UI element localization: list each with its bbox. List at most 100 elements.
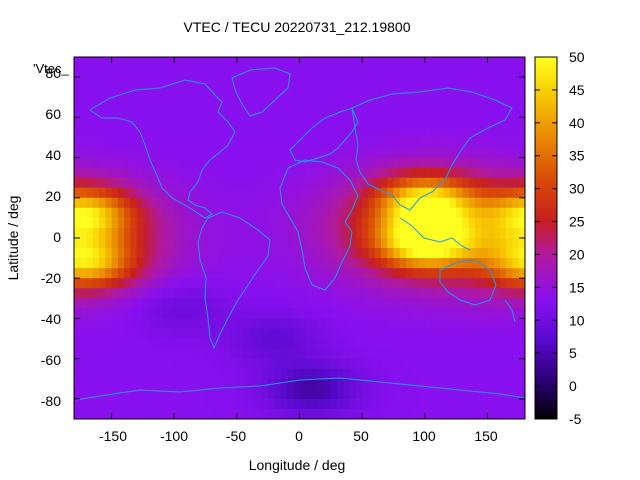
heatmap-cell — [362, 157, 369, 169]
heatmap-cell — [499, 248, 507, 259]
heatmap-cell — [80, 177, 88, 189]
heatmap-cell — [487, 238, 495, 249]
heatmap-cell — [324, 187, 332, 199]
heatmap-cell — [431, 167, 438, 179]
heatmap-cell — [431, 197, 438, 209]
heatmap-cell — [305, 67, 313, 78]
colorbar-tick-label: 30 — [569, 181, 585, 197]
heatmap-cell — [343, 328, 351, 340]
heatmap-cell — [205, 167, 213, 179]
heatmap-cell — [462, 398, 470, 410]
heatmap-cell — [261, 258, 269, 269]
heatmap-cell — [312, 177, 319, 189]
heatmap-cell — [180, 67, 188, 78]
heatmap-cell — [349, 338, 357, 350]
heatmap-cell — [512, 57, 520, 68]
heatmap-cell — [286, 368, 294, 380]
heatmap-cell — [443, 57, 451, 68]
heatmap-cell — [261, 348, 269, 360]
heatmap-cell — [180, 217, 188, 229]
heatmap-cell — [468, 258, 476, 269]
heatmap-cell — [205, 388, 213, 400]
heatmap-cell — [280, 97, 288, 108]
heatmap-cell — [286, 268, 294, 279]
heatmap-cell — [124, 97, 131, 108]
heatmap-cell — [136, 67, 144, 78]
heatmap-cell — [99, 227, 106, 239]
heatmap-cell — [124, 388, 131, 400]
heatmap-cell — [111, 107, 119, 118]
heatmap-cell — [337, 338, 344, 350]
heatmap-cell — [249, 167, 257, 179]
heatmap-cell — [180, 207, 188, 219]
heatmap-cell — [481, 107, 489, 118]
heatmap-cell — [387, 117, 395, 128]
heatmap-cell — [456, 328, 463, 340]
heatmap-cell — [299, 348, 307, 360]
heatmap-cell — [117, 238, 125, 249]
heatmap-cell — [443, 197, 451, 209]
heatmap-cell — [155, 137, 163, 149]
heatmap-cell — [299, 338, 307, 350]
heatmap-cell — [111, 298, 119, 309]
heatmap-cell — [405, 57, 413, 68]
heatmap-cell — [161, 238, 169, 249]
heatmap-cell — [493, 147, 501, 159]
heatmap-cell — [343, 197, 351, 209]
colorbar-tick-label: 5 — [569, 345, 577, 361]
heatmap-cell — [393, 87, 401, 98]
heatmap-cell — [74, 57, 81, 68]
heatmap-cell — [224, 167, 232, 179]
heatmap-cell — [499, 238, 507, 249]
heatmap-cell — [393, 217, 401, 229]
heatmap-cell — [437, 107, 445, 118]
heatmap-cell — [481, 127, 489, 139]
heatmap-cell — [124, 117, 131, 128]
heatmap-cell — [380, 388, 388, 400]
coast-south-america — [197, 211, 271, 350]
heatmap-cell — [449, 147, 457, 159]
heatmap-cell — [180, 238, 188, 249]
heatmap-cell — [499, 217, 507, 229]
heatmap-cell — [86, 268, 94, 279]
heatmap-cell — [117, 207, 125, 219]
heatmap-cell — [405, 137, 413, 149]
heatmap-cell — [199, 288, 207, 299]
heatmap-cell — [255, 348, 263, 360]
heatmap-cell — [243, 308, 250, 320]
heatmap-cell — [199, 338, 207, 350]
heatmap-cell — [518, 288, 525, 299]
heatmap-cell — [218, 157, 225, 169]
heatmap-cell — [431, 157, 438, 169]
heatmap-cell — [167, 107, 175, 118]
heatmap-cell — [99, 57, 106, 68]
heatmap-cell — [449, 408, 457, 419]
heatmap-cell — [456, 318, 463, 330]
heatmap-cell — [380, 408, 388, 419]
heatmap-cell — [193, 137, 200, 149]
heatmap-cell — [312, 368, 319, 380]
heatmap-cell — [324, 117, 332, 128]
heatmap-cell — [249, 107, 257, 118]
heatmap-cell — [86, 127, 94, 139]
heatmap-cell — [355, 258, 363, 269]
heatmap-cell — [193, 378, 200, 390]
heatmap-cell — [431, 308, 438, 320]
heatmap-cell — [274, 398, 282, 410]
heatmap-cell — [99, 258, 106, 269]
y-tick-label: 20 — [45, 188, 61, 204]
heatmap-cell — [124, 187, 131, 199]
heatmap-cell — [117, 147, 125, 159]
heatmap-cell — [293, 378, 301, 390]
heatmap-cell — [431, 358, 438, 370]
heatmap-cell — [186, 117, 194, 128]
heatmap-cell — [299, 97, 307, 108]
heatmap-cell — [199, 388, 207, 400]
heatmap-cell — [418, 328, 426, 340]
heatmap-cell — [236, 238, 244, 249]
heatmap-cell — [412, 328, 420, 340]
heatmap-cell — [456, 408, 463, 419]
heatmap-cell — [74, 177, 81, 189]
heatmap-cell — [99, 157, 106, 169]
heatmap-cell — [130, 298, 138, 309]
